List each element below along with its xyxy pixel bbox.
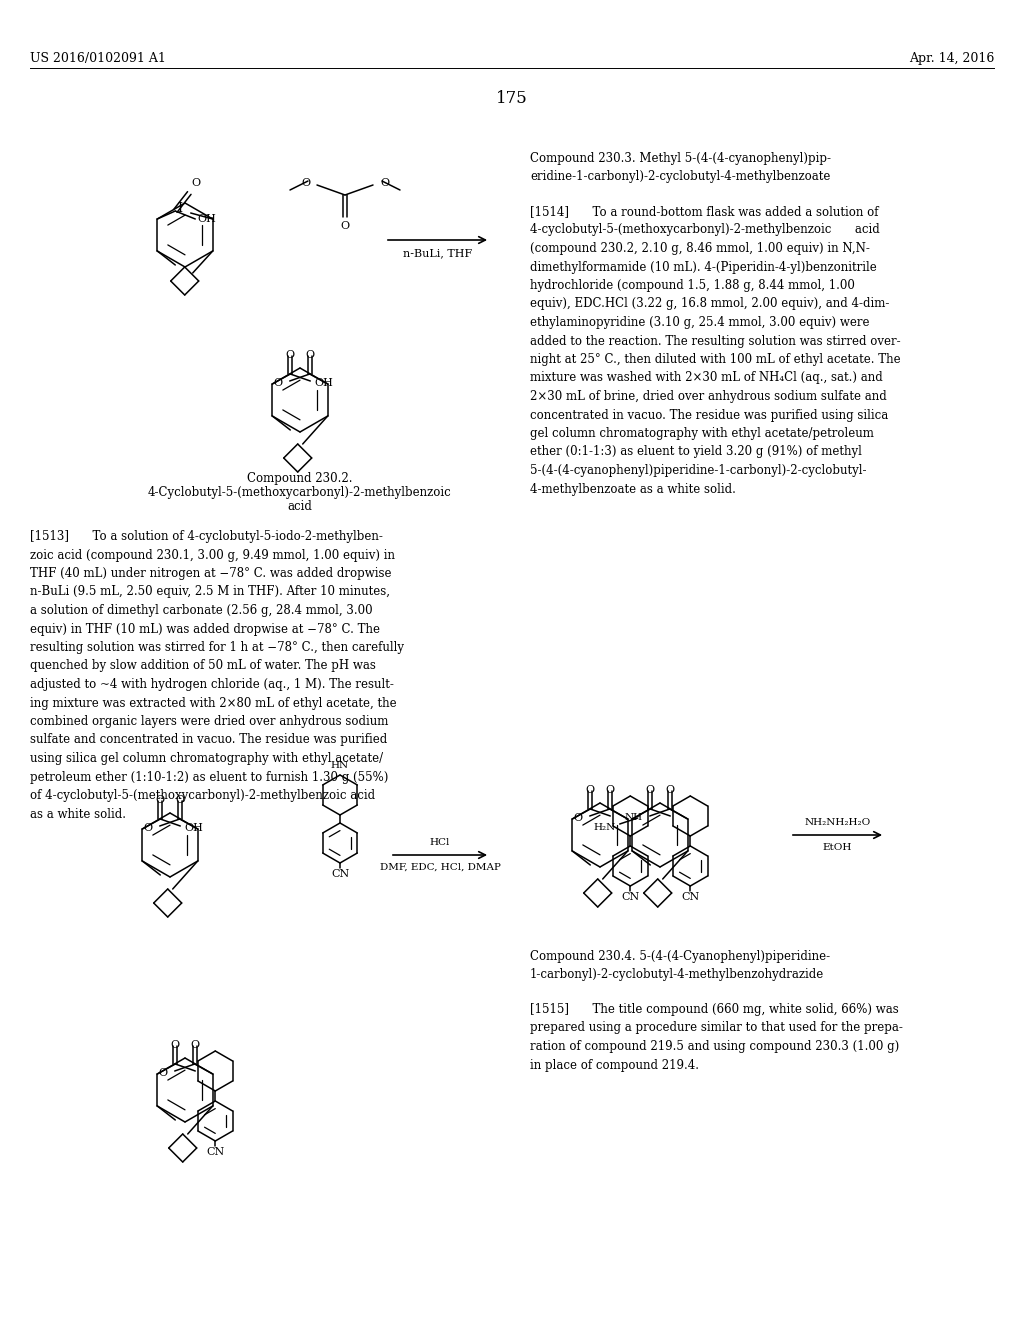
Text: O: O: [605, 785, 614, 795]
Text: NH₂NH₂H₂O: NH₂NH₂H₂O: [805, 818, 870, 828]
Text: petroleum ether (1:10-1:2) as eluent to furnish 1.30 g (55%): petroleum ether (1:10-1:2) as eluent to …: [30, 771, 388, 784]
Text: O: O: [175, 795, 184, 805]
Text: dimethylformamide (10 mL). 4-(Piperidin-4-yl)benzonitrile: dimethylformamide (10 mL). 4-(Piperidin-…: [530, 260, 877, 273]
Text: combined organic layers were dried over anhydrous sodium: combined organic layers were dried over …: [30, 715, 388, 729]
Text: [1515]  The title compound (660 mg, white solid, 66%) was: [1515] The title compound (660 mg, white…: [530, 1003, 899, 1016]
Text: ether (0:1-1:3) as eluent to yield 3.20 g (91%) of methyl: ether (0:1-1:3) as eluent to yield 3.20 …: [530, 446, 862, 458]
Text: [1513]  To a solution of 4-cyclobutyl-5-iodo-2-methylben-: [1513] To a solution of 4-cyclobutyl-5-i…: [30, 531, 383, 543]
Text: gel column chromatography with ethyl acetate/petroleum: gel column chromatography with ethyl ace…: [530, 426, 873, 440]
Text: Compound 230.3. Methyl 5-(4-(4-cyanophenyl)pip-: Compound 230.3. Methyl 5-(4-(4-cyanophen…: [530, 152, 831, 165]
Text: OH: OH: [184, 822, 203, 833]
Text: DMF, EDC, HCl, DMAP: DMF, EDC, HCl, DMAP: [380, 863, 501, 873]
Text: added to the reaction. The resulting solution was stirred over-: added to the reaction. The resulting sol…: [530, 334, 901, 347]
Text: O: O: [380, 178, 389, 187]
Text: night at 25° C., then diluted with 100 mL of ethyl acetate. The: night at 25° C., then diluted with 100 m…: [530, 352, 901, 366]
Text: EtOH: EtOH: [823, 843, 852, 851]
Text: 4-cyclobutyl-5-(methoxycarbonyl)-2-methylbenzoic  acid: 4-cyclobutyl-5-(methoxycarbonyl)-2-methy…: [530, 223, 880, 236]
Text: equiv) in THF (10 mL) was added dropwise at −78° C. The: equiv) in THF (10 mL) was added dropwise…: [30, 623, 380, 635]
Text: CN: CN: [681, 892, 699, 902]
Text: mixture was washed with 2×30 mL of NH₄Cl (aq., sat.) and: mixture was washed with 2×30 mL of NH₄Cl…: [530, 371, 883, 384]
Text: US 2016/0102091 A1: US 2016/0102091 A1: [30, 51, 166, 65]
Text: adjusted to ~4 with hydrogen chloride (aq., 1 M). The result-: adjusted to ~4 with hydrogen chloride (a…: [30, 678, 394, 690]
Text: 2×30 mL of brine, dried over anhydrous sodium sulfate and: 2×30 mL of brine, dried over anhydrous s…: [530, 389, 887, 403]
Text: O: O: [305, 350, 314, 360]
Text: ethylaminopyridine (3.10 g, 25.4 mmol, 3.00 equiv) were: ethylaminopyridine (3.10 g, 25.4 mmol, 3…: [530, 315, 869, 329]
Text: NH: NH: [625, 813, 643, 822]
Text: ing mixture was extracted with 2×80 mL of ethyl acetate, the: ing mixture was extracted with 2×80 mL o…: [30, 697, 396, 710]
Text: concentrated in vacuo. The residue was purified using silica: concentrated in vacuo. The residue was p…: [530, 408, 888, 421]
Text: Apr. 14, 2016: Apr. 14, 2016: [908, 51, 994, 65]
Text: [1514]  To a round-bottom flask was added a solution of: [1514] To a round-bottom flask was added…: [530, 205, 879, 218]
Text: O: O: [340, 220, 349, 231]
Text: CN: CN: [622, 892, 639, 902]
Text: using silica gel column chromatography with ethyl acetate/: using silica gel column chromatography w…: [30, 752, 383, 766]
Text: 4-Cyclobutyl-5-(methoxycarbonyl)-2-methylbenzoic: 4-Cyclobutyl-5-(methoxycarbonyl)-2-methy…: [148, 486, 452, 499]
Text: I: I: [178, 202, 182, 215]
Text: 4-methylbenzoate as a white solid.: 4-methylbenzoate as a white solid.: [530, 483, 736, 495]
Text: HN: HN: [331, 762, 349, 770]
Text: O: O: [156, 795, 165, 805]
Text: 1-carbonyl)-2-cyclobutyl-4-methylbenzohydrazide: 1-carbonyl)-2-cyclobutyl-4-methylbenzohy…: [530, 968, 824, 981]
Text: Compound 230.2.: Compound 230.2.: [247, 473, 352, 484]
Text: n-BuLi, THF: n-BuLi, THF: [402, 248, 472, 257]
Text: quenched by slow addition of 50 mL of water. The pH was: quenched by slow addition of 50 mL of wa…: [30, 660, 376, 672]
Text: O: O: [273, 378, 283, 388]
Text: 5-(4-(4-cyanophenyl)piperidine-1-carbonyl)-2-cyclobutyl-: 5-(4-(4-cyanophenyl)piperidine-1-carbony…: [530, 465, 866, 477]
Text: Compound 230.4. 5-(4-(4-Cyanophenyl)piperidine-: Compound 230.4. 5-(4-(4-Cyanophenyl)pipe…: [530, 950, 830, 964]
Text: n-BuLi (9.5 mL, 2.50 equiv, 2.5 M in THF). After 10 minutes,: n-BuLi (9.5 mL, 2.50 equiv, 2.5 M in THF…: [30, 586, 390, 598]
Text: ration of compound 219.5 and using compound 230.3 (1.00 g): ration of compound 219.5 and using compo…: [530, 1040, 899, 1053]
Text: hydrochloride (compound 1.5, 1.88 g, 8.44 mmol, 1.00: hydrochloride (compound 1.5, 1.88 g, 8.4…: [530, 279, 855, 292]
Text: O: O: [143, 822, 153, 833]
Text: CN: CN: [331, 869, 349, 879]
Text: O: O: [586, 785, 595, 795]
Text: CN: CN: [206, 1147, 224, 1158]
Text: of 4-cyclobutyl-5-(methoxycarbonyl)-2-methylbenzoic acid: of 4-cyclobutyl-5-(methoxycarbonyl)-2-me…: [30, 789, 375, 803]
Text: O: O: [171, 1040, 180, 1049]
Text: prepared using a procedure similar to that used for the prepa-: prepared using a procedure similar to th…: [530, 1022, 903, 1035]
Text: equiv), EDC.HCl (3.22 g, 16.8 mmol, 2.00 equiv), and 4-dim-: equiv), EDC.HCl (3.22 g, 16.8 mmol, 2.00…: [530, 297, 890, 310]
Text: as a white solid.: as a white solid.: [30, 808, 126, 821]
Text: resulting solution was stirred for 1 h at −78° C., then carefully: resulting solution was stirred for 1 h a…: [30, 642, 404, 653]
Text: a solution of dimethyl carbonate (2.56 g, 28.4 mmol, 3.00: a solution of dimethyl carbonate (2.56 g…: [30, 605, 373, 616]
Text: 175: 175: [496, 90, 528, 107]
Text: O: O: [646, 785, 655, 795]
Text: HCl: HCl: [430, 838, 451, 847]
Text: O: O: [666, 785, 674, 795]
Text: O: O: [301, 178, 310, 187]
Text: THF (40 mL) under nitrogen at −78° C. was added dropwise: THF (40 mL) under nitrogen at −78° C. wa…: [30, 568, 391, 579]
Text: sulfate and concentrated in vacuo. The residue was purified: sulfate and concentrated in vacuo. The r…: [30, 734, 387, 747]
Text: O: O: [286, 350, 295, 360]
Text: O: O: [159, 1068, 168, 1078]
Text: O: O: [191, 178, 201, 187]
Text: OH: OH: [314, 378, 333, 388]
Text: acid: acid: [288, 500, 312, 513]
Text: OH: OH: [198, 214, 216, 224]
Text: in place of compound 219.4.: in place of compound 219.4.: [530, 1059, 699, 1072]
Text: O: O: [190, 1040, 200, 1049]
Text: zoic acid (compound 230.1, 3.00 g, 9.49 mmol, 1.00 equiv) in: zoic acid (compound 230.1, 3.00 g, 9.49 …: [30, 549, 395, 561]
Text: (compound 230.2, 2.10 g, 8.46 mmol, 1.00 equiv) in N,N-: (compound 230.2, 2.10 g, 8.46 mmol, 1.00…: [530, 242, 869, 255]
Text: eridine-1-carbonyl)-2-cyclobutyl-4-methylbenzoate: eridine-1-carbonyl)-2-cyclobutyl-4-methy…: [530, 170, 830, 183]
Text: H₂N: H₂N: [594, 822, 615, 832]
Text: O: O: [573, 813, 583, 822]
